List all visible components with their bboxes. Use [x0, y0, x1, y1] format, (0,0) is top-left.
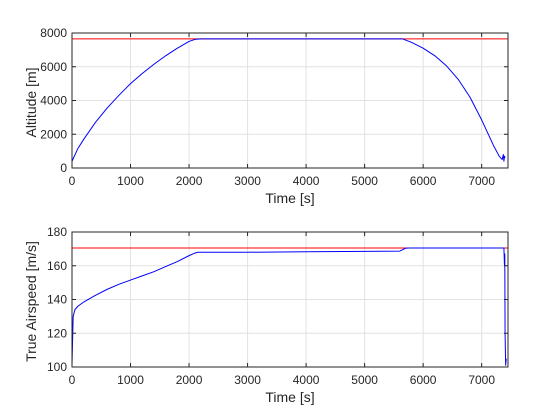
altitude-x-tick-label: 0: [69, 174, 76, 188]
airspeed-y-tick-label: 160: [47, 259, 67, 273]
altitude-y-tick-label: 0: [60, 161, 67, 175]
airspeed-y-axis-label: True Airspeed [m/s]: [23, 241, 39, 362]
airspeed-y-tick-label: 100: [47, 360, 67, 374]
altitude-x-tick-label: 3000: [234, 174, 261, 188]
altitude-x-tick-label: 4000: [293, 174, 320, 188]
airspeed-x-tick-label: 2000: [176, 373, 203, 387]
airspeed-x-tick-label: 1000: [117, 373, 144, 387]
airspeed-x-tick-label: 0: [69, 373, 76, 387]
airspeed-y-tick-label: 180: [47, 225, 67, 239]
airspeed-x-tick-label: 7000: [468, 373, 495, 387]
airspeed-x-tick-label: 6000: [410, 373, 437, 387]
airspeed-y-tick-label: 120: [47, 326, 67, 340]
airspeed-x-axis-label: Time [s]: [265, 389, 314, 405]
altitude-x-tick-label: 7000: [468, 174, 495, 188]
altitude-y-tick-label: 6000: [40, 60, 67, 74]
airspeed-x-tick-label: 5000: [351, 373, 378, 387]
airspeed-y-tick-label: 140: [47, 293, 67, 307]
altitude-y-tick-label: 8000: [40, 26, 67, 40]
altitude-plot: 0 1000 2000 3000 4000 5000 6000 7000 0 2000 4000 60…: [23, 26, 509, 206]
altitude-x-tick-label: 5000: [351, 174, 378, 188]
airspeed-actual-line: [72, 247, 507, 366]
altitude-x-tick-label: 2000: [176, 174, 203, 188]
altitude-x-axis-label: Time [s]: [265, 190, 314, 206]
airspeed-x-tick-label: 4000: [293, 373, 320, 387]
altitude-y-axis-label: Altitude [m]: [23, 67, 39, 137]
altitude-y-tick-label: 2000: [40, 127, 67, 141]
airspeed-x-tick-label: 3000: [234, 373, 261, 387]
altitude-y-tick-label: 4000: [40, 94, 67, 108]
altitude-actual-line: [72, 38, 506, 162]
airspeed-plot: 0 1000 2000 3000 4000 5000 6000 7000 100 120 140 16…: [23, 225, 509, 405]
altitude-x-tick-label: 1000: [117, 174, 144, 188]
altitude-x-tick-label: 6000: [410, 174, 437, 188]
